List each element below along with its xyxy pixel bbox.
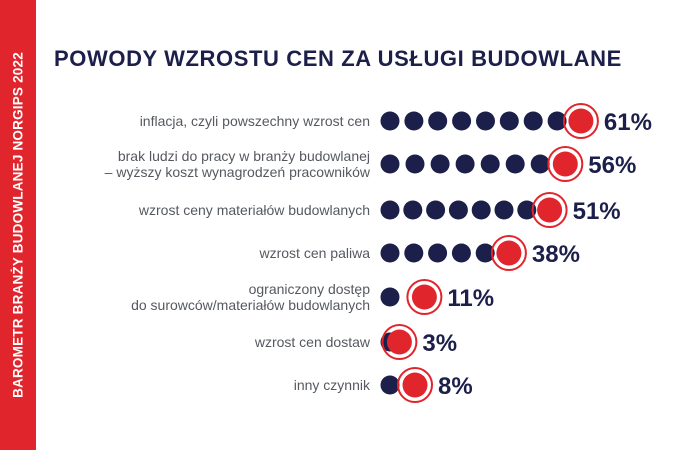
category-label: inflacja, czyli powszechny wzrost cen (140, 113, 370, 129)
category-label-line: wzrost cen paliwa (259, 245, 371, 261)
category-label: ograniczony dostęp do surowców/materiałów… (131, 281, 370, 313)
value-marker (537, 197, 563, 223)
category-label-line: wzrost ceny materiałów budowlanych (138, 202, 370, 218)
dot-mark (476, 111, 495, 131)
category-label-line: brak ludzi do pracy w branży budowlanej (118, 148, 370, 164)
dot-mark (523, 111, 543, 131)
category-label: wzrost ceny materiałów budowlanych (138, 202, 370, 218)
dot-mark (517, 200, 537, 220)
category-label-line: inny czynnik (294, 377, 371, 393)
dot-mark (380, 111, 400, 131)
dot-mark (380, 287, 400, 307)
dot-mark (530, 154, 550, 174)
value-marker-ring (406, 279, 443, 315)
category-label-line: do surowców/materiałów budowlanych (131, 297, 370, 313)
dot-mark (403, 200, 423, 220)
value-label: 3% (422, 330, 457, 357)
value-label: 11% (447, 285, 494, 312)
dot-mark (475, 243, 495, 263)
value-marker (411, 284, 437, 310)
dot-mark (547, 111, 567, 131)
value-marker-ring (397, 367, 433, 403)
chart-title: POWODY WZROSTU CEN ZA USŁUGI BUDOWLANE (54, 46, 622, 71)
dot-mark (494, 200, 514, 220)
category-label: wzrost cen dostaw (254, 334, 371, 350)
dot-mark (455, 154, 475, 174)
category-label-line: inflacja, czyli powszechny wzrost cen (140, 113, 370, 129)
category-label: wzrost cen paliwa (259, 245, 371, 261)
category-label: inny czynnik (294, 377, 371, 393)
value-label: 38% (532, 241, 580, 268)
value-label: 51% (573, 198, 621, 225)
dot-mark (480, 154, 500, 174)
value-marker-ring (490, 235, 527, 271)
value-marker (496, 240, 522, 266)
side-band: BAROMETR BRANŻY BUDOWLANEJ NORGIPS 2022 (0, 0, 36, 450)
value-marker-ring (562, 103, 599, 139)
dot-mark (499, 111, 519, 131)
dot-mark (380, 375, 400, 395)
dot-mark (505, 154, 525, 174)
value-label: 8% (438, 373, 473, 400)
value-label: 61% (604, 109, 652, 136)
dot-mark (452, 111, 472, 131)
value-marker (568, 108, 594, 134)
dot-mark (428, 111, 448, 131)
category-label: brak ludzi do pracy w branży budowlanej –… (105, 148, 371, 180)
value-marker (386, 329, 412, 355)
category-label-line: wzrost cen dostaw (254, 334, 371, 350)
value-marker (552, 151, 578, 177)
dot-mark (428, 243, 448, 263)
dot-mark (404, 243, 424, 263)
value-marker-ring (547, 146, 584, 182)
value-marker (402, 372, 428, 398)
dot-mark (380, 200, 400, 220)
dot-mark (471, 200, 491, 220)
category-label-line: ograniczony dostęp (249, 281, 371, 297)
dot-mark (426, 200, 446, 220)
category-label-line: – wyższy koszt wynagrodzeń pracowników (105, 164, 371, 180)
value-marker-ring (531, 192, 568, 228)
dot-mark (380, 243, 400, 263)
value-label: 56% (588, 152, 636, 179)
dot-mark (448, 200, 468, 220)
dot-mark (451, 243, 471, 263)
value-marker-ring (381, 324, 418, 360)
dot-mark (430, 154, 450, 174)
dot-mark (405, 154, 425, 174)
dot-mark (380, 154, 400, 174)
dot-mark (404, 111, 424, 131)
